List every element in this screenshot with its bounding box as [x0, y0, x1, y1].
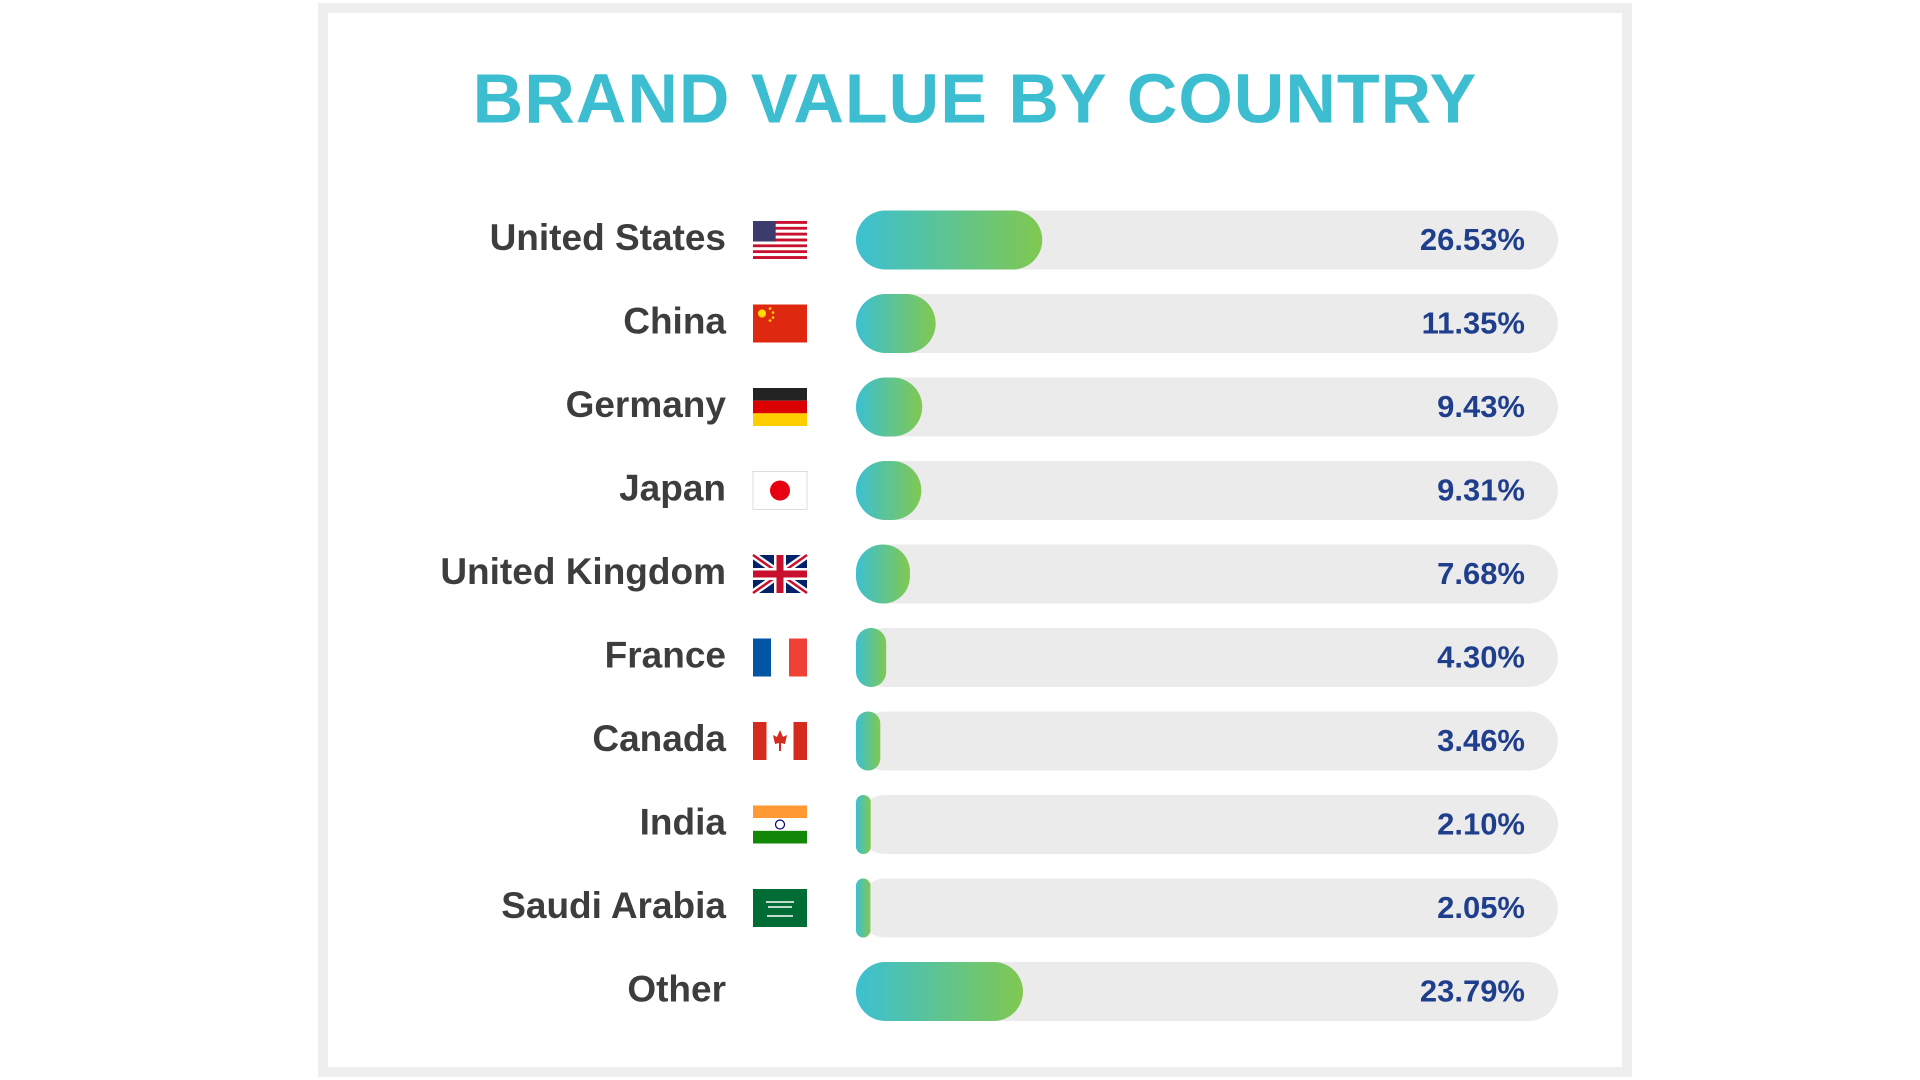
value-label: 9.43%: [1437, 389, 1525, 424]
bar-track: [856, 294, 1558, 353]
category-label: United Kingdom: [440, 551, 726, 592]
category-label: Canada: [592, 718, 726, 759]
flag-canton: [753, 221, 776, 242]
flag-stripe: [753, 722, 767, 760]
flag: [753, 388, 807, 426]
bar-track: [856, 461, 1558, 520]
flag: [753, 889, 807, 927]
bar: [856, 795, 871, 854]
category-label: Japan: [619, 467, 726, 508]
category-label: India: [640, 801, 727, 842]
bar: [856, 628, 887, 687]
flag-star: [768, 307, 772, 310]
value-label: 3.46%: [1437, 723, 1525, 758]
flag-stripe: [753, 638, 771, 677]
flag-stripe: [753, 241, 807, 245]
bar: [856, 377, 923, 437]
flag: [752, 471, 808, 510]
category-label: France: [605, 634, 726, 675]
bar-track: [856, 377, 1558, 437]
value-label: 7.68%: [1437, 556, 1525, 591]
flag-stripe: [753, 805, 807, 819]
value-label: 2.10%: [1437, 807, 1525, 842]
flag: [753, 221, 807, 259]
value-label: 23.79%: [1420, 974, 1525, 1009]
category-label: Germany: [566, 384, 727, 425]
flag-stripe: [753, 223, 807, 227]
flag-leaf: [773, 730, 787, 751]
flag-stripe: [753, 830, 807, 844]
flag-stripe: [753, 256, 807, 259]
category-label: China: [623, 300, 726, 341]
value-label: 26.53%: [1420, 222, 1525, 257]
category-label: United States: [490, 217, 726, 258]
flag-stripe: [766, 722, 780, 760]
flag-stripe: [753, 244, 807, 248]
flag-stripe: [753, 238, 807, 242]
bar: [856, 962, 1024, 1021]
flag-script: [766, 901, 794, 917]
flag-star: [758, 309, 766, 318]
flag-stripe: [780, 722, 794, 760]
flag-stripe: [771, 638, 789, 677]
flag-stripe: [753, 253, 807, 257]
value-label: 11.35%: [1422, 306, 1525, 341]
flag: [753, 722, 807, 760]
flag-star: [768, 319, 772, 322]
flag: [750, 552, 810, 596]
flag-stripe: [753, 229, 807, 233]
flag-stripe: [753, 388, 807, 401]
bar-track: [856, 878, 1558, 938]
chart-title: BRAND VALUE BY COUNTRY: [473, 59, 1478, 137]
bar: [856, 294, 936, 353]
flag-stripe: [753, 400, 807, 414]
bar: [856, 711, 881, 771]
bar: [856, 461, 922, 520]
flag-stripe: [753, 413, 807, 426]
flag-stripe: [753, 247, 807, 251]
flag-stripe: [753, 221, 807, 224]
bar: [856, 544, 910, 604]
bar-track: [856, 795, 1558, 854]
flag: [753, 638, 807, 677]
value-label: 2.05%: [1437, 890, 1525, 925]
flag-stripe: [789, 638, 807, 677]
flag-cross: [753, 570, 807, 578]
flag-stripe: [753, 818, 807, 831]
flag-stripe: [753, 250, 807, 254]
bar: [856, 878, 871, 938]
bar-track: [856, 628, 1558, 687]
flag-disc: [770, 480, 790, 501]
bar-track: [856, 962, 1558, 1021]
flag-wheel: [774, 819, 786, 830]
category-label: Saudi Arabia: [501, 885, 726, 926]
flag-stripe: [793, 722, 807, 760]
value-label: 9.31%: [1437, 473, 1525, 508]
bar-track: [856, 544, 1558, 604]
bar-track: [856, 711, 1558, 771]
value-label: 4.30%: [1437, 640, 1525, 675]
flag-star: [771, 316, 775, 319]
flag-star: [771, 311, 775, 314]
bar: [856, 210, 1043, 270]
flag-stripe: [753, 235, 807, 239]
flag: [753, 304, 807, 343]
flag-stripe: [753, 226, 807, 230]
category-label: Other: [627, 968, 726, 1009]
flag: [753, 805, 807, 844]
flag-field: [753, 889, 807, 927]
flag-stripe: [753, 232, 807, 236]
